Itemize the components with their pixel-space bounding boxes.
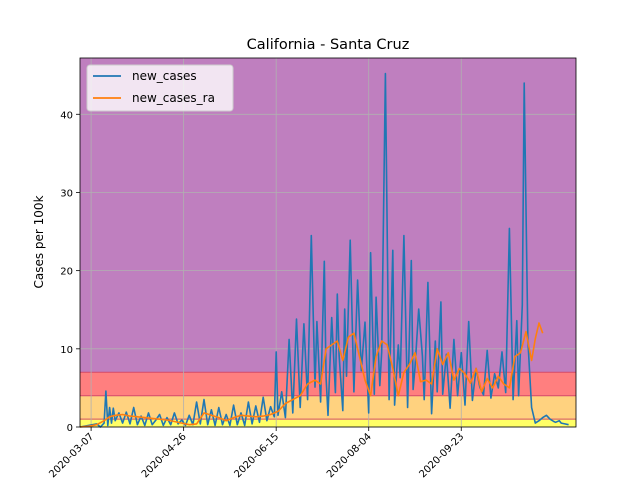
grid-lines	[80, 58, 576, 428]
legend-box	[86, 64, 234, 112]
legend-label-new_cases_ra: new_cases_ra	[132, 91, 215, 105]
series-layer	[79, 72, 569, 428]
y-tick-label: 30	[60, 188, 73, 199]
y-tick-label: 0	[67, 423, 73, 434]
y-axis-ticks: 0 10 20 30 40	[60, 110, 80, 434]
band-0	[80, 419, 576, 427]
series-new_cases	[79, 72, 569, 428]
legend: new_cases new_cases_ra	[86, 64, 234, 112]
x-tick-label: 2020-08-04	[325, 431, 374, 480]
axes-frame	[79, 57, 577, 428]
threshold-bands	[80, 58, 576, 427]
legend-label-new_cases: new_cases	[132, 69, 197, 83]
y-tick-label: 40	[60, 110, 73, 121]
x-axis-ticks: 2020-03-07 2020-04-26 2020-06-15 2020-08-04…	[47, 427, 466, 480]
x-tick-label: 2020-03-07	[47, 431, 96, 480]
band-2	[80, 372, 576, 396]
series-new_cases_ra	[79, 322, 544, 428]
y-tick-label: 20	[60, 267, 73, 278]
x-tick-label: 2020-09-23	[417, 431, 466, 480]
x-tick-label: 2020-06-15	[232, 431, 281, 480]
chart-title: California - Santa Cruz	[247, 37, 410, 53]
x-tick-label: 2020-04-26	[140, 431, 189, 480]
y-axis-label: Cases per 100k	[32, 195, 46, 288]
y-tick-label: 10	[60, 345, 73, 356]
